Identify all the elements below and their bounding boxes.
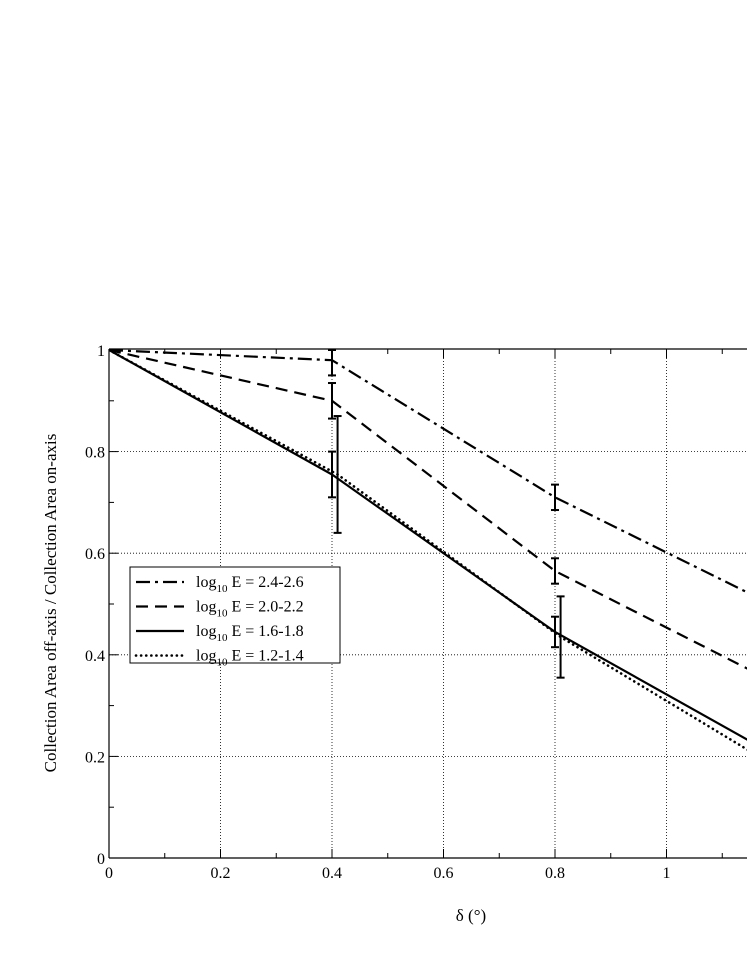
legend: log10 E = 2.4-2.6 log10 E = 2.0-2.2 log10 … <box>129 566 341 669</box>
y-axis-title: Collection Area off-axis / Collection Ar… <box>41 434 60 773</box>
x-tick-label: 0.4 <box>322 865 342 882</box>
series-line-solid <box>109 349 747 741</box>
x-tick-label: 0.6 <box>434 865 454 882</box>
series-line-dash-dot <box>109 348 747 594</box>
error-bars <box>328 349 565 679</box>
legend-entry-label: log10 E = 1.6-1.8 <box>196 623 304 644</box>
y-tick-label: 0 <box>97 851 105 868</box>
y-tick-label: 1 <box>97 343 105 360</box>
y-tick-label: 0.4 <box>85 648 105 665</box>
y-tick-label: 0.8 <box>85 445 105 462</box>
legend-entry-label: log10 E = 2.4-2.6 <box>196 574 304 595</box>
series-line-dotted <box>109 348 747 751</box>
x-axis-title: δ (°) <box>456 906 486 925</box>
grid <box>109 349 747 858</box>
x-tick-label: 0 <box>105 865 113 882</box>
y-tick-label: 0.2 <box>85 749 105 766</box>
series-line-dashed <box>109 348 747 670</box>
y-tick-label: 0.6 <box>85 546 105 563</box>
tick-labels: 0 0.2 0.4 0.6 0.8 1 0 0.2 0.4 0.6 0.8 1 <box>85 343 671 882</box>
series-lines <box>109 348 747 751</box>
x-tick-label: 0.8 <box>545 865 565 882</box>
legend-entry-label: log10 E = 1.2-1.4 <box>196 648 304 669</box>
legend-entry-label: log10 E = 2.0-2.2 <box>196 599 304 620</box>
x-tick-label: 0.2 <box>211 865 231 882</box>
x-tick-label: 1 <box>663 865 671 882</box>
